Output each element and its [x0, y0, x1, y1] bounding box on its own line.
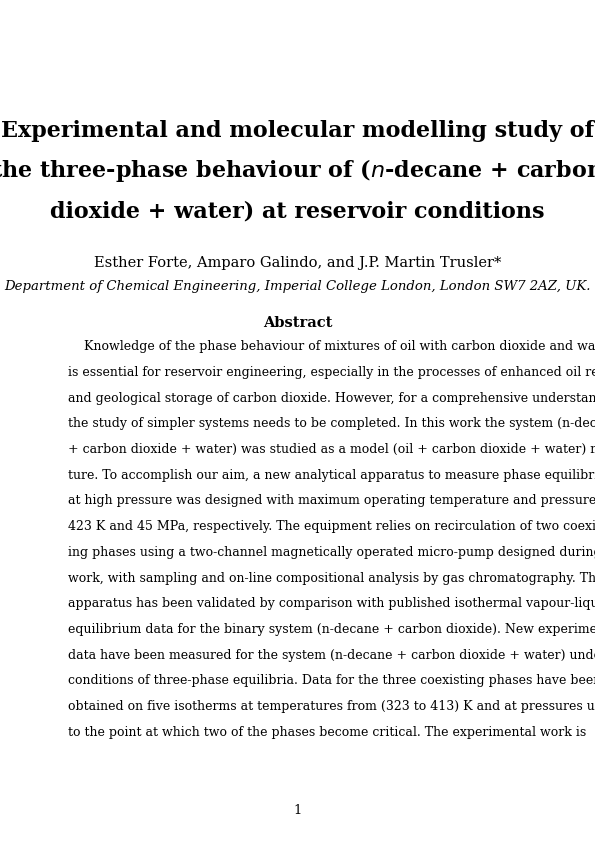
Text: apparatus has been validated by comparison with published isothermal vapour-liqu: apparatus has been validated by comparis…: [68, 597, 595, 610]
Text: the three-phase behaviour of ($\mathbf{\mathit{n}}$-decane + carbon: the three-phase behaviour of ($\mathbf{\…: [0, 157, 595, 184]
Text: Esther Forte, Amparo Galindo, and J.P. Martin Trusler*: Esther Forte, Amparo Galindo, and J.P. M…: [94, 256, 501, 269]
Text: Department of Chemical Engineering, Imperial College London, London SW7 2AZ, UK.: Department of Chemical Engineering, Impe…: [4, 280, 591, 293]
Text: data have been measured for the system (n-decane + carbon dioxide + water) under: data have been measured for the system (…: [68, 648, 595, 662]
Text: Experimental and molecular modelling study of: Experimental and molecular modelling stu…: [1, 120, 594, 141]
Text: at high pressure was designed with maximum operating temperature and pressure of: at high pressure was designed with maxim…: [68, 494, 595, 508]
Text: ture. To accomplish our aim, a new analytical apparatus to measure phase equilib: ture. To accomplish our aim, a new analy…: [68, 469, 595, 482]
Text: 423 K and 45 MPa, respectively. The equipment relies on recirculation of two coe: 423 K and 45 MPa, respectively. The equi…: [68, 520, 595, 533]
Text: work, with sampling and on-line compositional analysis by gas chromatography. Th: work, with sampling and on-line composit…: [68, 572, 595, 584]
Text: + carbon dioxide + water) was studied as a model (oil + carbon dioxide + water) : + carbon dioxide + water) was studied as…: [68, 443, 595, 456]
Text: to the point at which two of the phases become critical. The experimental work i: to the point at which two of the phases …: [68, 726, 587, 738]
Text: is essential for reservoir engineering, especially in the processes of enhanced : is essential for reservoir engineering, …: [68, 366, 595, 379]
Text: ing phases using a two-channel magnetically operated micro-pump designed during : ing phases using a two-channel magnetica…: [68, 546, 595, 559]
Text: and geological storage of carbon dioxide. However, for a comprehensive understan: and geological storage of carbon dioxide…: [68, 392, 595, 405]
Text: conditions of three-phase equilibria. Data for the three coexisting phases have : conditions of three-phase equilibria. Da…: [68, 674, 595, 687]
Text: 1: 1: [293, 803, 302, 817]
Text: equilibrium data for the binary system (n-decane + carbon dioxide). New experime: equilibrium data for the binary system (…: [68, 623, 595, 636]
Text: the study of simpler systems needs to be completed. In this work the system (n-d: the study of simpler systems needs to be…: [68, 418, 595, 430]
Text: obtained on five isotherms at temperatures from (323 to 413) K and at pressures : obtained on five isotherms at temperatur…: [68, 700, 595, 713]
Text: Knowledge of the phase behaviour of mixtures of oil with carbon dioxide and wate: Knowledge of the phase behaviour of mixt…: [68, 340, 595, 354]
Text: Abstract: Abstract: [263, 317, 332, 330]
Text: dioxide + water) at reservoir conditions: dioxide + water) at reservoir conditions: [50, 200, 545, 222]
